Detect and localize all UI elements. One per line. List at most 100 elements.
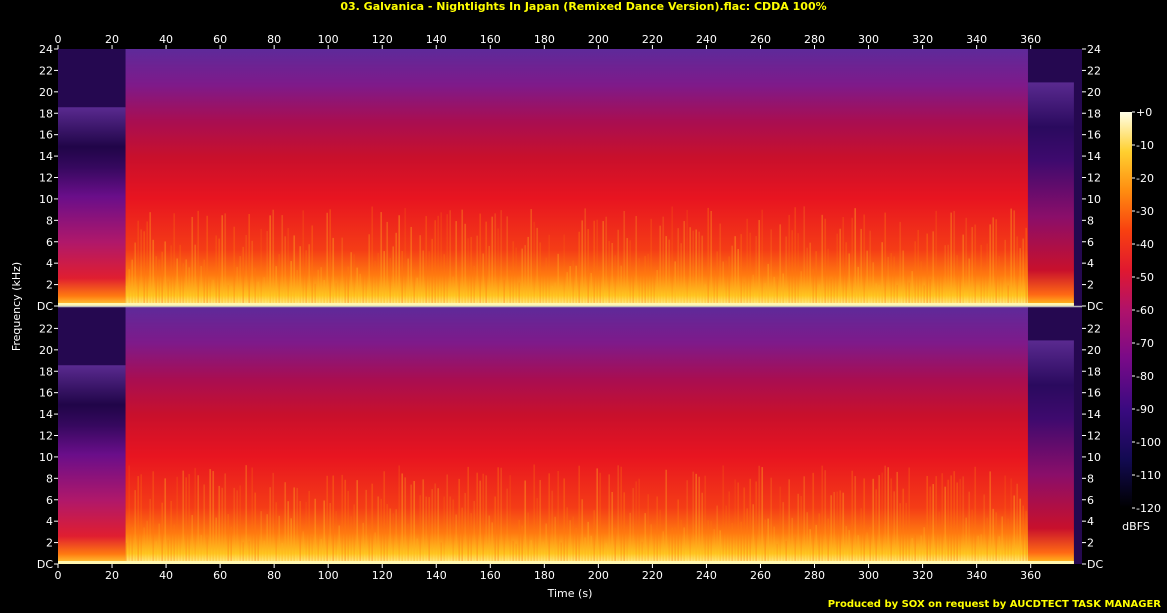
transient-streak <box>653 534 655 564</box>
transient-streak <box>467 466 469 564</box>
transient-streak <box>260 228 262 306</box>
transient-streak <box>839 228 841 306</box>
transient-streak <box>614 527 616 564</box>
y-tick-label-right: 16 <box>1087 129 1101 142</box>
transient-streak <box>854 208 856 306</box>
transient-streak <box>902 488 904 564</box>
transient-streak <box>863 478 865 564</box>
transient-streak <box>866 250 868 306</box>
transient-streak <box>365 489 367 564</box>
x-tick-label-top: 80 <box>267 33 281 46</box>
transient-streak <box>734 236 736 306</box>
transient-streak <box>650 524 652 564</box>
y-tick-label-right: 22 <box>1087 64 1101 77</box>
transient-streak <box>779 224 781 306</box>
transient-streak <box>464 223 466 306</box>
transient-streak <box>404 477 406 564</box>
transient-streak <box>425 216 427 306</box>
transient-streak <box>257 281 259 306</box>
transient-streak <box>401 473 403 564</box>
transient-streak <box>383 471 385 564</box>
transient-streak <box>557 253 559 306</box>
transient-streak <box>572 260 574 306</box>
transient-streak <box>509 270 511 306</box>
transient-streak <box>932 484 934 564</box>
transient-streak <box>509 475 511 564</box>
transient-streak <box>890 478 892 564</box>
transient-streak <box>770 477 772 564</box>
transient-streak <box>554 516 556 564</box>
transient-streak <box>818 284 820 306</box>
transient-streak <box>860 508 862 564</box>
transient-streak <box>305 250 307 306</box>
transient-streak <box>929 279 931 306</box>
transient-streak <box>959 478 961 564</box>
transient-streak <box>539 242 541 306</box>
transient-streak <box>158 523 160 564</box>
transient-streak <box>266 514 268 564</box>
y-tick-label-right: 6 <box>1087 236 1094 249</box>
transient-streak <box>506 488 508 564</box>
y-tick-label-right: 16 <box>1087 387 1101 400</box>
transient-streak <box>257 531 259 564</box>
transient-streak <box>572 516 574 564</box>
transient-streak <box>908 467 910 564</box>
transient-streak <box>692 471 694 564</box>
transient-streak <box>203 259 205 306</box>
transient-streak <box>623 492 625 564</box>
transient-streak <box>746 218 748 306</box>
transient-streak <box>902 250 904 306</box>
transient-streak <box>224 473 226 564</box>
transient-streak <box>926 233 928 306</box>
transient-streak <box>488 245 490 306</box>
y-tick-label-right: 22 <box>1087 322 1101 335</box>
transient-streak <box>737 482 739 564</box>
transient-streak <box>566 272 568 306</box>
transient-streak <box>563 234 565 306</box>
transient-streak <box>986 243 988 306</box>
transient-streak <box>782 273 784 306</box>
transient-streak <box>458 478 460 564</box>
transient-streak <box>791 517 793 564</box>
transient-streak <box>167 539 169 564</box>
transient-streak <box>404 207 406 306</box>
transient-streak <box>173 213 175 306</box>
transient-streak <box>584 537 586 564</box>
transient-streak <box>602 534 604 564</box>
transient-streak <box>488 515 490 564</box>
transient-streak <box>947 244 949 306</box>
transient-streak <box>491 216 493 306</box>
transient-streak <box>515 247 517 306</box>
transient-streak <box>344 275 346 306</box>
transient-streak <box>548 473 550 564</box>
transient-streak <box>185 477 187 564</box>
transient-streak <box>617 465 619 564</box>
transient-streak <box>368 234 370 306</box>
transient-streak <box>968 258 970 306</box>
transient-streak <box>197 475 199 564</box>
transient-streak <box>296 270 298 306</box>
transient-streak <box>668 530 670 564</box>
transient-streak <box>746 508 748 564</box>
y-tick-label-left: 12 <box>39 172 53 185</box>
transient-streak <box>440 212 442 306</box>
transient-streak <box>281 542 283 564</box>
transient-streak <box>224 213 226 306</box>
chart-title: 03. Galvanica - Nightlights In Japan (Re… <box>340 0 827 13</box>
credit-text: Produced by SOX on request by AUCDTECT T… <box>827 599 1161 610</box>
x-tick-label-bottom: 320 <box>912 569 933 582</box>
x-tick-label-top: 280 <box>804 33 825 46</box>
segment-intro <box>58 365 126 564</box>
transient-streak <box>230 285 232 306</box>
y-tick-label-left: 6 <box>46 494 53 507</box>
transient-streak <box>251 240 253 306</box>
transient-streak <box>551 285 553 306</box>
transient-streak <box>704 284 706 306</box>
transient-streak <box>590 535 592 564</box>
transient-streak <box>1001 516 1003 564</box>
transient-streak <box>467 238 469 306</box>
transient-streak <box>311 225 313 306</box>
transient-streak <box>671 206 673 306</box>
x-tick-label-bottom: 360 <box>1020 569 1041 582</box>
transient-streak <box>806 247 808 306</box>
